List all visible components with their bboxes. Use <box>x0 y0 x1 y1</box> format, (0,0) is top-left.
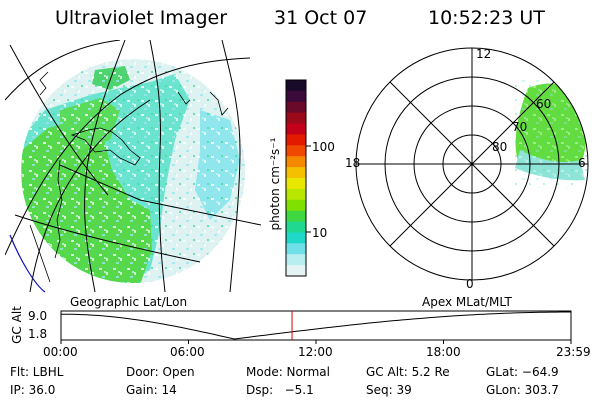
colorbar-segment <box>286 112 306 125</box>
status-gain: Gain: 14 <box>126 383 177 397</box>
status-dsp: Dsp: −5.1 <box>246 383 314 397</box>
time-tick-0000: 00:00 <box>43 345 78 359</box>
colorbar-unit-label: photon cm⁻²s⁻¹ <box>268 137 282 231</box>
altitude-plot <box>60 310 572 344</box>
colorbar-segment <box>286 90 306 103</box>
colorbar-segment <box>286 232 306 244</box>
status-mode: Mode: Normal <box>246 365 330 379</box>
mlat-label-60: 60 <box>536 97 552 111</box>
status-door: Door: Open <box>126 365 195 379</box>
status-gc-alt: GC Alt: 5.2 Re <box>366 365 450 379</box>
image-time: 10:52:23 UT <box>428 7 545 29</box>
colorbar-segment <box>286 221 306 233</box>
colorbar-segment <box>286 265 306 277</box>
mlt-label-12: 12 <box>476 47 492 61</box>
time-tick-1200: 12:00 <box>298 345 333 359</box>
mlt-label-0: 0 <box>466 277 474 291</box>
mlt-label-6: 6 <box>578 156 586 170</box>
polar-plot <box>355 47 589 281</box>
colorbar-segment <box>286 167 306 179</box>
altitude-ytick-min: 1.8 <box>28 327 48 341</box>
colorbar-segment <box>286 101 306 114</box>
status-filter: Flt: LBHL <box>10 365 64 379</box>
color-bar <box>285 79 311 277</box>
colorbar-segment <box>286 134 306 146</box>
image-date: 31 Oct 07 <box>274 7 368 29</box>
geographic-caption: Geographic Lat/Lon <box>70 295 188 309</box>
time-tick-1800: 18:00 <box>426 345 461 359</box>
colorbar-segment <box>286 210 306 223</box>
status-seq: Seq: 39 <box>366 383 412 397</box>
colorbar-segment <box>286 199 306 212</box>
colorbar-segment <box>286 254 306 266</box>
colorbar-segment <box>286 145 306 157</box>
geographic-image <box>5 40 261 293</box>
instrument-title: Ultraviolet Imager <box>55 7 228 29</box>
altitude-ylabel: GC Alt <box>10 306 24 344</box>
polar-caption: Apex MLat/MLT <box>422 295 512 309</box>
colorbar-tick-10: 10 <box>312 226 328 240</box>
status-glon: GLon: 303.7 <box>486 383 559 397</box>
time-tick-0600: 06:00 <box>170 345 205 359</box>
time-tick-2359: 23:59 <box>556 345 591 359</box>
colorbar-tick-100: 100 <box>312 140 335 154</box>
colorbar-segment <box>286 156 306 168</box>
colorbar-segment <box>286 188 306 201</box>
status-glat: GLat: −64.9 <box>486 365 559 379</box>
colorbar-segment <box>286 178 306 190</box>
colorbar-segment <box>286 80 306 92</box>
mlt-label-18: 18 <box>345 156 361 170</box>
status-ip: IP: 36.0 <box>10 383 56 397</box>
altitude-ytick-max: 9.0 <box>28 309 48 323</box>
mlat-label-80: 80 <box>492 140 508 154</box>
colorbar-segment <box>286 123 306 135</box>
colorbar-segment <box>286 243 306 255</box>
mlat-label-70: 70 <box>512 120 528 134</box>
